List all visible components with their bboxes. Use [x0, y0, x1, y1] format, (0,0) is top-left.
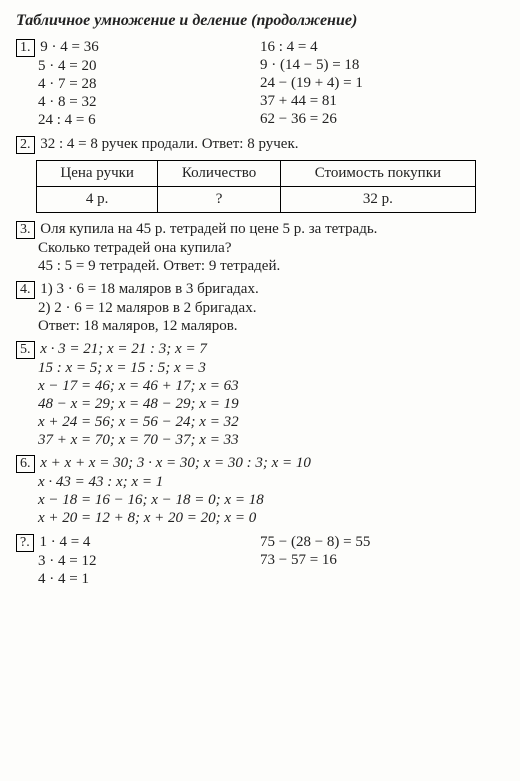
text-line: Ответ: 18 маляров, 12 маляров.: [38, 318, 504, 335]
eq: 4 · 7 = 28: [38, 76, 260, 93]
eq: 4 · 8 = 32: [38, 94, 260, 111]
eq: 3 · 4 = 12: [38, 553, 260, 570]
td: ?: [158, 187, 280, 213]
eq: 37 + 44 = 81: [260, 93, 504, 110]
eq: 62 − 36 = 26: [260, 111, 504, 128]
eq: x + 24 = 56; x = 56 − 24; x = 32: [38, 414, 504, 431]
eq: x + x + x = 30; 3 · x = 30; x = 30 : 3; …: [40, 455, 311, 471]
th: Стоимость покупки: [280, 161, 475, 187]
eq: 75 − (28 − 8) = 55: [260, 534, 504, 551]
eq: 4 · 4 = 1: [38, 571, 260, 588]
eq: x + 20 = 12 + 8; x + 20 = 20; x = 0: [38, 510, 504, 527]
problem-number: 5.: [16, 341, 35, 359]
problem-3: 3. Оля купила на 45 р. тетрадей по цене …: [16, 221, 504, 275]
eq: 15 : x = 5; x = 15 : 5; x = 3: [38, 360, 504, 377]
td: 4 р.: [37, 187, 158, 213]
problem-5: 5. x · 3 = 21; x = 21 : 3; x = 7 15 : x …: [16, 341, 504, 449]
text-line: 2) 2 · 6 = 12 маляров в 2 бригадах.: [38, 300, 504, 317]
eq: 1 · 4 = 4: [39, 534, 90, 550]
eq: 24 : 4 = 6: [38, 112, 260, 129]
problem-number: 6.: [16, 455, 35, 473]
eq: 16 : 4 = 4: [260, 39, 504, 56]
th: Цена ручки: [37, 161, 158, 187]
eq: x − 18 = 16 − 16; x − 18 = 0; x = 18: [38, 492, 504, 509]
problem-6: 6. x + x + x = 30; 3 · x = 30; x = 30 : …: [16, 455, 504, 527]
page-title: Табличное умножение и деление (продолжен…: [16, 12, 504, 30]
problem-4: 4. 1) 3 · 6 = 18 маляров в 3 бригадах. 2…: [16, 281, 504, 335]
td: 32 р.: [280, 187, 475, 213]
eq: 24 − (19 + 4) = 1: [260, 75, 504, 92]
eq: 73 − 57 = 16: [260, 552, 504, 569]
text-line: Сколько тетрадей она купила?: [38, 240, 504, 257]
problem-number: 2.: [16, 136, 35, 154]
text-line: 32 : 4 = 8 ручек продали. Ответ: 8 ручек…: [40, 136, 298, 152]
eq: 48 − x = 29; x = 48 − 29; x = 19: [38, 396, 504, 413]
table-row: 4 р. ? 32 р.: [37, 187, 476, 213]
eq: x · 43 = 43 : x; x = 1: [38, 474, 504, 491]
text-line: 1) 3 · 6 = 18 маляров в 3 бригадах.: [40, 281, 258, 297]
eq: x − 17 = 46; x = 46 + 17; x = 63: [38, 378, 504, 395]
eq: 5 · 4 = 20: [38, 58, 260, 75]
table-row: Цена ручки Количество Стоимость покупки: [37, 161, 476, 187]
eq: 37 + x = 70; x = 70 − 37; x = 33: [38, 432, 504, 449]
text-line: Оля купила на 45 р. тетрадей по цене 5 р…: [40, 221, 377, 237]
problem-number: 4.: [16, 281, 35, 299]
eq: x · 3 = 21; x = 21 : 3; x = 7: [40, 341, 207, 357]
problem-q: ?. 1 · 4 = 4 3 · 4 = 12 4 · 4 = 1 75 − (…: [16, 533, 504, 589]
problem-number: 1.: [16, 39, 35, 57]
problem-1: 1. 9 · 4 = 36 5 · 4 = 20 4 · 7 = 28 4 · …: [16, 38, 504, 130]
problem-2: 2. 32 : 4 = 8 ручек продали. Ответ: 8 ру…: [16, 136, 504, 213]
price-table: Цена ручки Количество Стоимость покупки …: [36, 160, 476, 213]
problem-number: ?.: [16, 534, 34, 552]
th: Количество: [158, 161, 280, 187]
eq: 9 · 4 = 36: [40, 39, 98, 55]
text-line: 45 : 5 = 9 тетрадей. Ответ: 9 тетрадей.: [38, 258, 504, 275]
problem-number: 3.: [16, 221, 35, 239]
eq: 9 · (14 − 5) = 18: [260, 57, 504, 74]
